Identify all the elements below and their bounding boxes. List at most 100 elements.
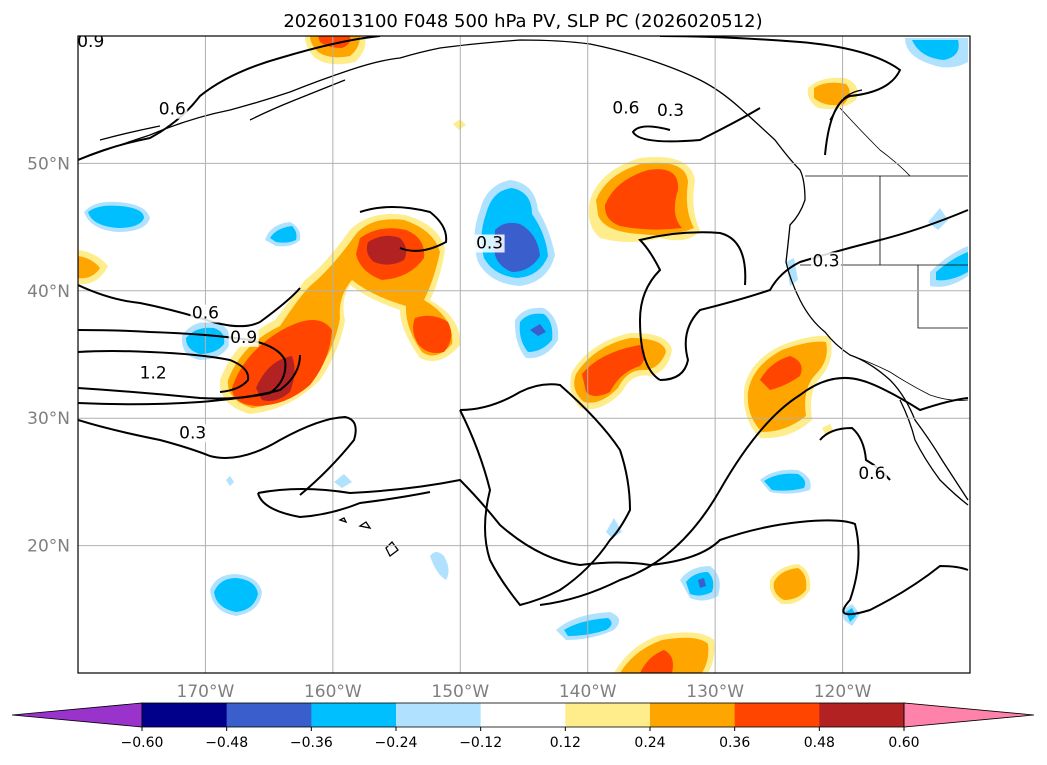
pv-negative-region [214, 578, 258, 612]
colorbar-tick-label: 0.12 [550, 735, 581, 751]
colorbar-segment [226, 703, 312, 727]
slp-contours [78, 36, 969, 616]
contour-label-background [811, 252, 842, 271]
contour-label: 0.3 [476, 233, 503, 253]
pv-negative-region [226, 476, 234, 486]
baja-coastline [899, 399, 969, 506]
contour-label-background [190, 304, 221, 323]
pv-negative-region [764, 473, 806, 491]
contour-line [78, 329, 287, 400]
contour-line [257, 491, 431, 519]
latitude-labels: 50°N 40°N 30°N 20°N [27, 154, 70, 556]
contour-label-background [78, 36, 106, 52]
contour-label: 1.2 [140, 363, 167, 383]
pv-negative-region [334, 474, 352, 488]
contour-line [459, 383, 632, 607]
colorbar-tick-label: −0.60 [121, 735, 164, 751]
colorbar-tick-label: −0.48 [205, 735, 248, 751]
contour-line [659, 209, 969, 381]
map-frame [77, 35, 971, 674]
latitude-label: 40°N [27, 282, 70, 302]
contour-label: 0.9 [77, 32, 104, 52]
latitude-label: 20°N [27, 537, 70, 557]
pv-negative-region [698, 578, 706, 588]
pv-positive-region [582, 345, 645, 396]
longitude-label: 140°W [559, 682, 617, 702]
contour-labels: 0.9 0.6 0.3 0.6 0.9 1.2 0.3 0.6 0.3 0.3 0.6 [77, 32, 887, 484]
contour-label: 0.3 [657, 101, 684, 121]
colorbar-tick-label: −0.12 [459, 735, 502, 751]
contour-label-background [655, 101, 686, 120]
pv-negative-region [88, 205, 144, 228]
pv-negative-region [494, 222, 540, 272]
contour-label: 0.6 [192, 304, 219, 324]
pv-positive-region [814, 82, 850, 106]
colorbar-tick-label: 0.48 [804, 735, 835, 751]
colorbar-tick-label: 0.24 [634, 735, 665, 751]
colorbar-tick-label: 0.60 [888, 735, 919, 751]
colorbar-tick-label: −0.36 [290, 735, 333, 751]
contour-label: 0.3 [179, 423, 206, 443]
contour-line [631, 107, 761, 143]
pv-negative-region [912, 40, 959, 60]
colorbar-frame [141, 702, 905, 728]
contour-label: 0.6 [159, 100, 186, 120]
colorbar-segment [819, 703, 905, 727]
longitude-label: 160°W [304, 682, 362, 702]
contour-label-background [474, 234, 505, 253]
contour-label-background [610, 99, 641, 118]
inland-border [839, 107, 911, 177]
pv-positive-region [747, 341, 827, 432]
colorbar-tick-label: −0.24 [375, 735, 418, 751]
colorbar-extend-low [11, 702, 143, 728]
longitude-labels: 170°W 160°W 150°W 140°W 130°W 120°W [177, 682, 872, 702]
colorbar-segment [396, 703, 482, 727]
colorbar-segment [480, 703, 566, 727]
contour-label: 0.6 [612, 98, 639, 118]
contour-label-background [138, 364, 169, 383]
hawaii-islands [385, 541, 399, 557]
colorbar-segment [565, 703, 651, 727]
aleutian-islands-west [99, 125, 161, 141]
longitude-label: 130°W [686, 682, 744, 702]
pv-positive-region [453, 119, 466, 130]
contour-line [78, 36, 381, 161]
contour-label-background [157, 100, 188, 119]
longitude-label: 120°W [814, 682, 872, 702]
pv-negative-region [936, 252, 968, 281]
contour-label: 0.6 [858, 464, 885, 484]
aleutian-islands [249, 79, 346, 121]
colorbar-segment [734, 703, 820, 727]
contour-line [257, 478, 969, 616]
colorbar-segment [650, 703, 736, 727]
pv-positive-region [760, 356, 802, 390]
hawaii-islands [338, 517, 372, 529]
contour-line [539, 376, 969, 606]
colorbar: −0.60 −0.48 −0.36 −0.24 −0.12 0.12 0.24 0.36 0.4… [11, 702, 1035, 751]
contour-label-background [856, 465, 887, 484]
pv-positive-region [822, 424, 834, 436]
pv-negative-region [606, 518, 622, 538]
contour-label-background [177, 424, 208, 443]
contour-line [638, 231, 747, 381]
longitude-label: 170°W [177, 682, 235, 702]
pv-positive-region [604, 169, 682, 230]
contour-line [78, 350, 250, 393]
pv-negative-region [430, 552, 449, 580]
contour-label: 0.3 [812, 251, 839, 271]
map-title: 2026013100 F048 500 hPa PV, SLP PC (2026… [283, 11, 762, 32]
political-borders [800, 107, 969, 401]
contour-label: 0.9 [230, 328, 257, 348]
us-mexico-border [849, 354, 969, 401]
pv-positive-region [773, 568, 807, 600]
pv-positive-region [366, 235, 407, 265]
pv-positive-region [640, 650, 673, 673]
longitude-label: 150°W [431, 682, 489, 702]
pv-positive-region [413, 315, 452, 353]
colorbar-extend-high [903, 702, 1035, 728]
colorbar-tick-label: 0.36 [719, 735, 750, 751]
latitude-label: 50°N [27, 154, 70, 174]
pv-shading [78, 36, 968, 673]
contour-line [78, 354, 301, 406]
